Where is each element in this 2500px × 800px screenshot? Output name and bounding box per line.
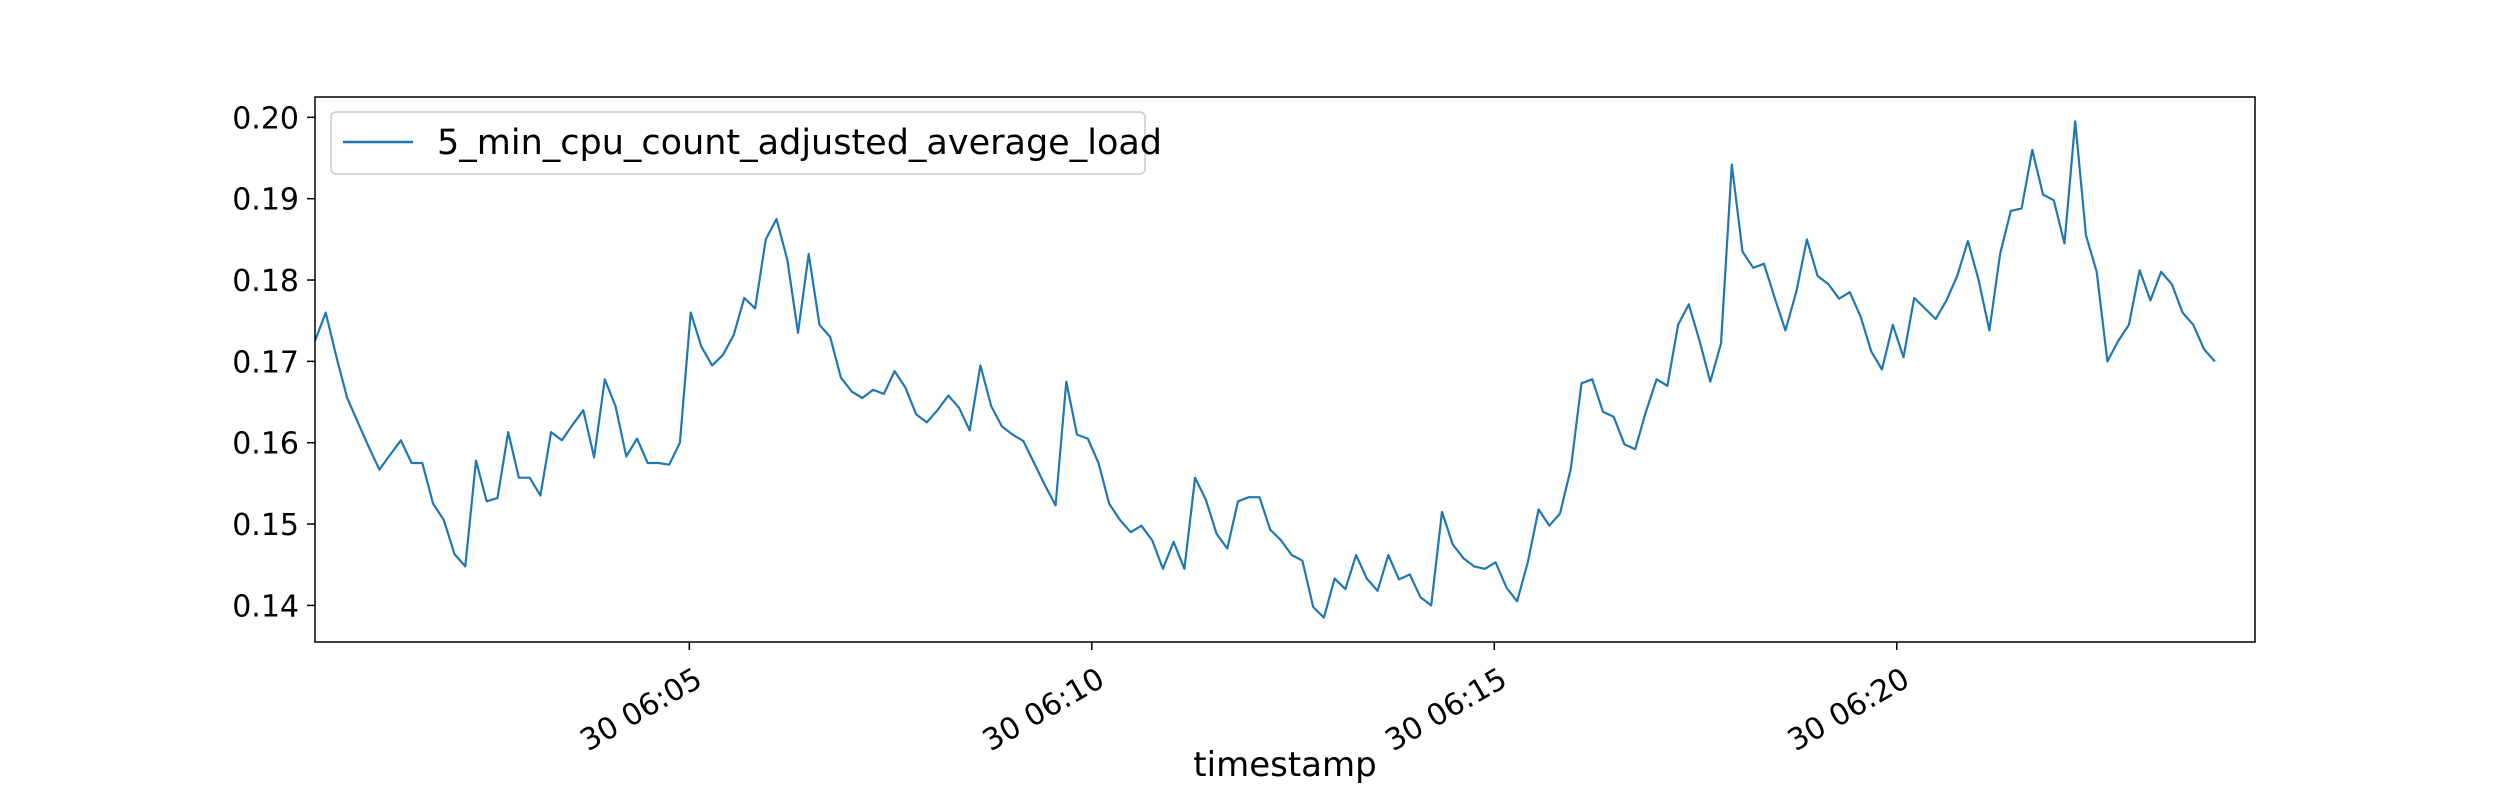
plot-background <box>315 97 2255 642</box>
y-tick-label: 0.18 <box>232 264 299 299</box>
legend-box <box>330 111 1146 175</box>
legend: 5_min_cpu_count_adjusted_average_load <box>330 111 1162 175</box>
y-tick-label: 0.17 <box>232 345 299 380</box>
x-axis-ticks: 30 06:05 30 06:10 30 06:15 30 06:20 <box>574 642 1916 759</box>
y-axis-ticks: 0.14 0.15 0.16 0.17 0.18 0.19 0.20 <box>232 101 315 624</box>
y-tick-label: 0.19 <box>232 183 299 218</box>
legend-label: 5_min_cpu_count_adjusted_average_load <box>437 123 1162 163</box>
x-tick-label: 30 06:15 <box>1379 661 1513 758</box>
x-tick-label: 30 06:05 <box>574 661 708 758</box>
series-line-0 <box>313 120 2216 619</box>
y-tick-label: 0.20 <box>232 101 299 136</box>
y-tick-label: 0.16 <box>232 427 299 462</box>
x-tick-label: 30 06:10 <box>977 661 1111 758</box>
x-axis-title: timestamp <box>1193 745 1376 785</box>
y-tick-label: 0.15 <box>232 508 299 543</box>
plot-frame <box>314 96 2256 643</box>
series-layer <box>313 120 2216 619</box>
x-tick-label: 30 06:20 <box>1782 661 1916 758</box>
y-tick-label: 0.14 <box>232 589 299 624</box>
